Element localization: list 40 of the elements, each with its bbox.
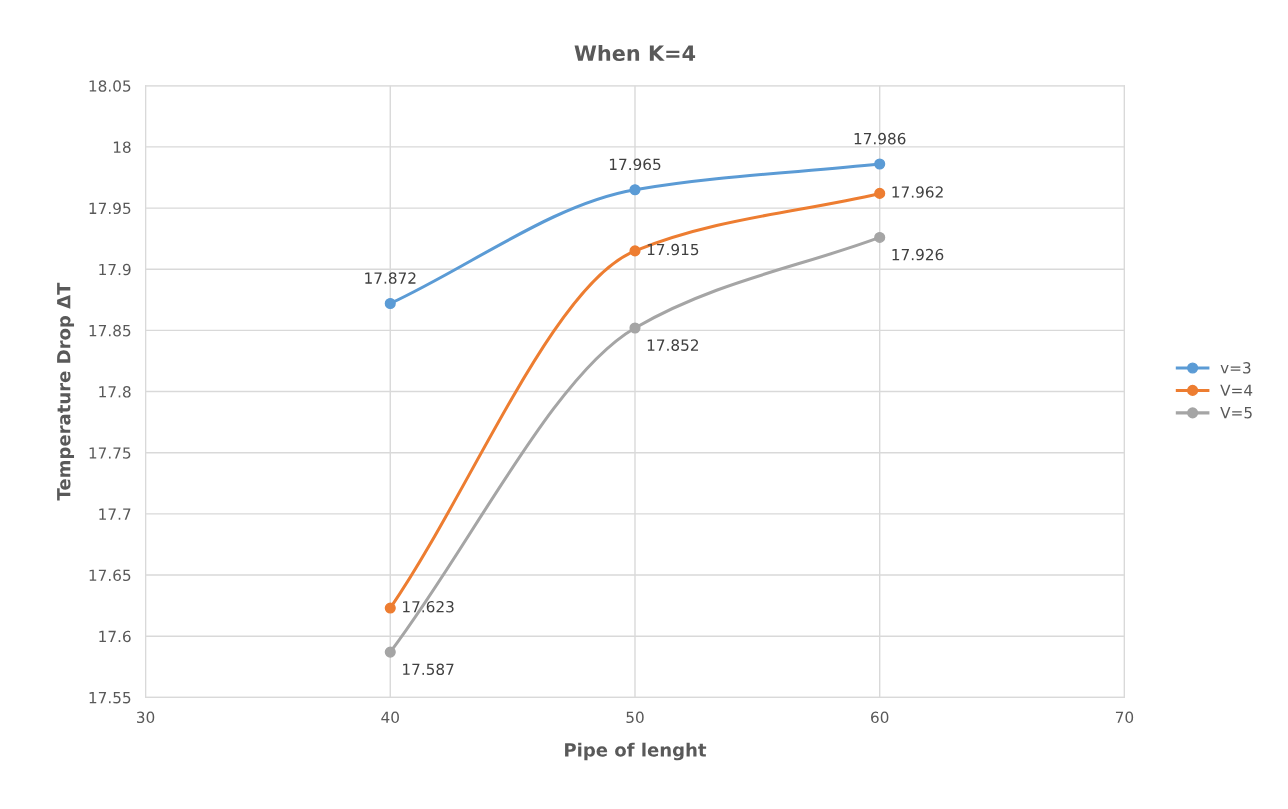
y-tick-label: 17.8: [99, 386, 131, 398]
x-tick-label: 60: [871, 711, 889, 724]
y-tick-label: 17.9: [99, 263, 131, 276]
point: [874, 158, 886, 170]
point: [384, 602, 396, 614]
y-tick-label: 17.65: [89, 569, 131, 582]
legend-label: v=3: [1220, 362, 1251, 374]
y-tick-label: 17.6: [99, 630, 131, 643]
y-tick-label: 17.55: [89, 692, 131, 704]
point: [384, 297, 396, 310]
chart-title: When K=4: [574, 44, 696, 62]
x-tick-label: 70: [1115, 711, 1134, 724]
data-label: 17.926: [892, 248, 944, 261]
data-label: 17.962: [892, 186, 943, 198]
data-label: 17.852: [647, 339, 699, 351]
x-axis-title: Pipe of lenght: [565, 742, 707, 761]
y-axis-title: Temperature Drop ΔT: [57, 282, 75, 501]
point: [384, 646, 396, 658]
data-label: 17.965: [609, 158, 661, 171]
y-tick-label: 17.7: [99, 508, 131, 520]
legend-label: V=5: [1220, 407, 1252, 419]
point: [629, 245, 641, 257]
x-tick-label: 30: [136, 711, 155, 724]
point: [629, 322, 641, 334]
data-label: 17.587: [403, 663, 454, 676]
point: [629, 184, 641, 196]
y-tick-label: 17.95: [89, 202, 131, 215]
data-label: 17.915: [647, 243, 699, 256]
y-tick-label: 18.05: [89, 80, 131, 92]
point: [874, 231, 886, 243]
data-label: 17.986: [854, 132, 906, 145]
data-label: 17.872: [365, 272, 416, 284]
legend-label: V=4: [1220, 384, 1253, 396]
point: [874, 187, 886, 199]
data-label: 17.623: [403, 600, 454, 613]
y-tick-label: 18: [113, 141, 131, 153]
x-tick-label: 40: [381, 711, 399, 724]
x-tick-label: 50: [626, 711, 644, 724]
y-tick-label: 17.85: [89, 324, 131, 337]
y-tick-label: 17.75: [89, 447, 131, 459]
